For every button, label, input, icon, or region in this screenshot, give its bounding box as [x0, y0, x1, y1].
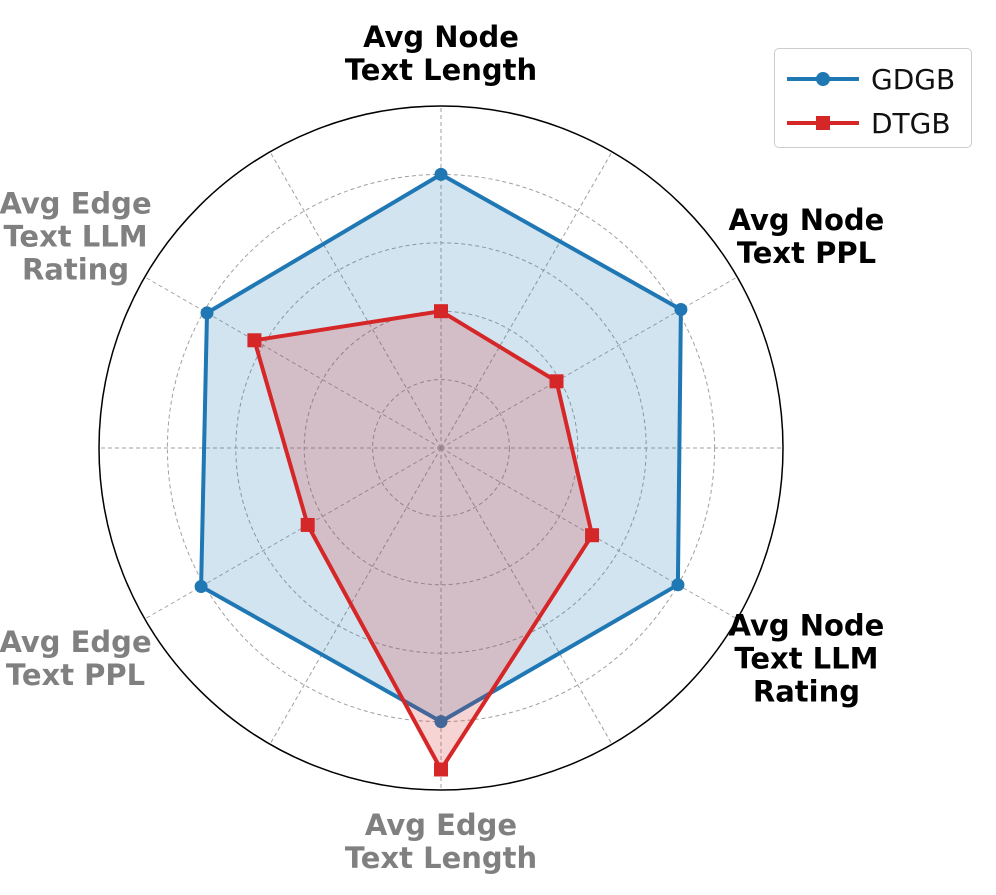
- grid-spoke-2: [440, 151, 613, 449]
- grid-spoke-3: [440, 276, 738, 449]
- point-dtgb-2: [549, 374, 564, 389]
- outer-circle: [98, 105, 784, 791]
- point-gdgb-4: [434, 715, 448, 729]
- axis-label-5: Avg Edge Text PPL: [0, 625, 152, 692]
- grid-ring-1: [372, 379, 510, 517]
- legend-entry-gdgb: GDGB: [775, 59, 971, 99]
- point-gdgb-1: [434, 167, 448, 181]
- point-gdgb-6: [200, 306, 214, 320]
- axis-label-1: Avg Node Text Length: [344, 20, 538, 87]
- series-fill-dtgb: [254, 311, 593, 770]
- axis-label-4: Avg Edge Text Length: [344, 808, 538, 875]
- axis-label-6: Avg Edge Text LLM Rating: [0, 186, 152, 287]
- grid-spoke-9: [144, 447, 442, 620]
- legend-marker-gdgb: [787, 72, 859, 86]
- point-gdgb-5: [194, 580, 208, 594]
- point-dtgb-6: [247, 333, 262, 348]
- point-gdgb-3: [671, 578, 685, 592]
- grid-spoke-11: [144, 276, 442, 449]
- legend-marker-dtgb: [787, 116, 859, 130]
- axis-label-2: Avg Node Text PPL: [728, 203, 885, 270]
- point-dtgb-1: [434, 304, 448, 319]
- point-gdgb-2: [674, 302, 688, 316]
- grid-spoke-8: [269, 447, 442, 745]
- point-dtgb-5: [300, 517, 315, 532]
- legend-entry-dtgb: DTGB: [775, 103, 971, 143]
- point-dtgb-3: [585, 528, 600, 543]
- legend-label-gdgb: GDGB: [871, 63, 956, 96]
- legend-label-dtgb: DTGB: [871, 107, 951, 140]
- axis-label-3: Avg Node Text LLM Rating: [728, 608, 885, 709]
- grid-spoke-6: [440, 447, 613, 745]
- grid-spoke-12: [269, 151, 442, 449]
- point-dtgb-4: [434, 762, 448, 777]
- legend: GDGB DTGB: [774, 48, 972, 148]
